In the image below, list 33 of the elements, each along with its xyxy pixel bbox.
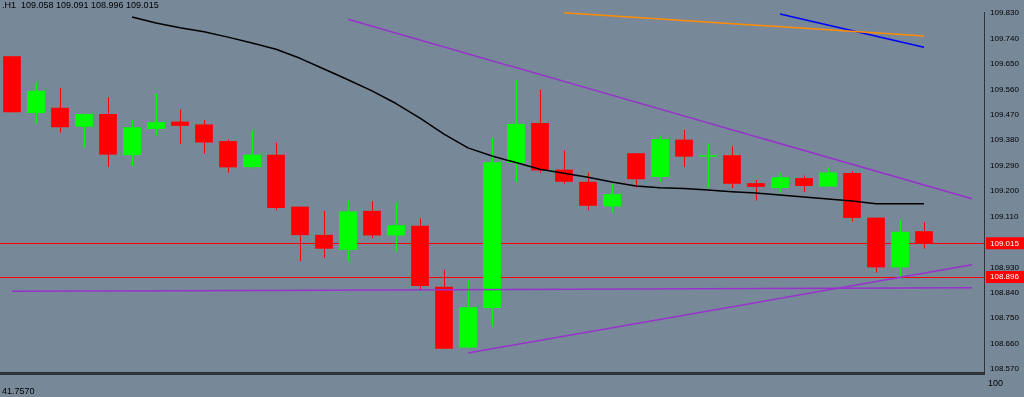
candlestick [75, 113, 93, 149]
y-tick-label: 109.560 [990, 84, 1020, 94]
candlestick [243, 130, 261, 170]
y-tick-label: 109.830 [990, 8, 1020, 18]
candlestick [195, 119, 213, 155]
candlestick [675, 129, 693, 168]
y-tick-label: 109.200 [990, 186, 1020, 196]
y-tick-label: 109.470 [990, 110, 1020, 120]
y-tick-label: 109.110 [990, 211, 1019, 221]
candlestick [819, 166, 837, 188]
candlestick [27, 82, 45, 125]
y-tick-label: 109.290 [990, 160, 1020, 170]
y-tick-label: 108.930 [990, 262, 1020, 272]
y-tick-label: 108.750 [990, 313, 1020, 323]
y-tick-label: 108.660 [990, 338, 1020, 348]
candlestick [387, 202, 405, 252]
text: .H1 109.058 109.091 108.996 109.015 [2, 0, 159, 11]
ref-line-label: 108.896 [990, 272, 1020, 282]
text: 41.7570 [2, 386, 35, 397]
y-tick-label: 108.840 [990, 287, 1020, 297]
ref-line-label: 109.015 [990, 238, 1020, 248]
y-tick-label: 109.380 [990, 135, 1020, 145]
text: 100 [988, 378, 1004, 389]
y-tick-label: 109.650 [990, 59, 1020, 69]
candlestick [699, 142, 717, 189]
candlestick [747, 179, 765, 202]
y-tick-label: 108.570 [990, 364, 1020, 374]
candlestick [771, 172, 789, 194]
y-tick-label: 109.740 [990, 33, 1020, 43]
candlestick [51, 87, 69, 134]
candlestick [171, 108, 189, 145]
candlestick [147, 93, 165, 137]
candlestick [603, 183, 621, 214]
